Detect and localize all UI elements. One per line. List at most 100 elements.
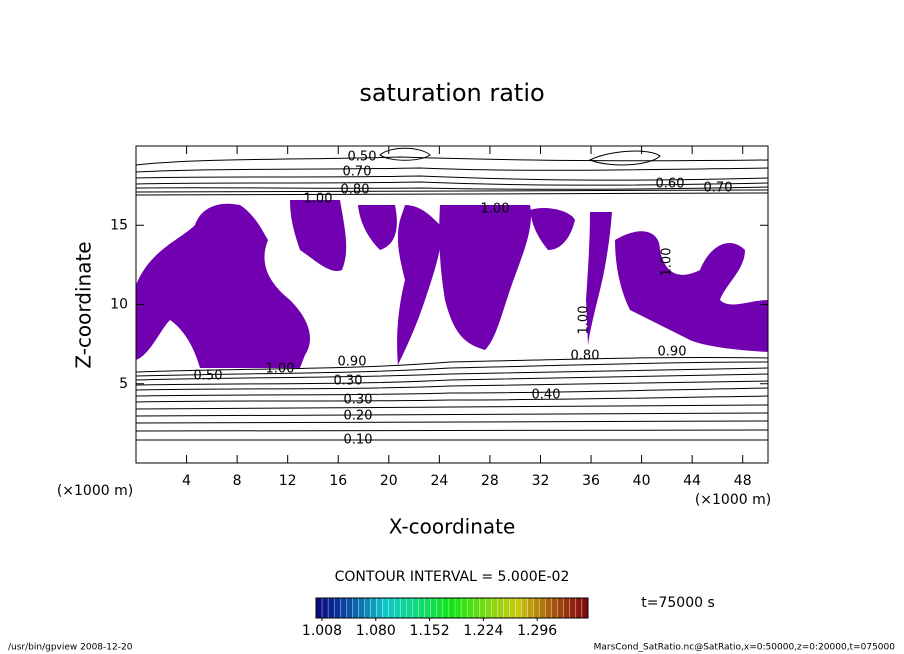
colorbar-cell: [466, 597, 474, 619]
colorbar-cell: [346, 597, 353, 619]
colorbar-cell: [545, 597, 552, 619]
x-unit: (×1000 m): [695, 492, 771, 508]
colorbar-cell: [563, 597, 571, 619]
x-tick-label: 44: [683, 473, 701, 489]
x-axis-label: X-coordinate: [389, 515, 516, 539]
colorbar-tick-label: 1.152: [410, 623, 450, 639]
contour-label: 1.00: [481, 202, 510, 217]
colorbar-cell: [527, 597, 534, 619]
colorbar-tick-label: 1.296: [517, 623, 557, 639]
x-tick-label: 28: [481, 473, 499, 489]
y-axis-label: Z-coordinate: [72, 241, 96, 368]
contour-label: 1.00: [266, 362, 295, 377]
colorbar-cell: [400, 597, 407, 619]
contour-label: 0.80: [341, 183, 370, 198]
colorbar-cell: [340, 597, 347, 619]
colorbar-cell: [364, 597, 371, 619]
x-tick-label: 12: [279, 473, 297, 489]
x-tick-label: 16: [329, 473, 347, 489]
colorbar-cell: [430, 597, 438, 619]
colorbar-cell: [491, 597, 498, 619]
colorbar-tick-label: 1.224: [463, 623, 503, 639]
supersaturated-regions: [136, 200, 768, 368]
contour-label: 0.70: [343, 165, 372, 180]
y-tick-label: 15: [110, 217, 128, 233]
colorbar-cell: [497, 597, 504, 619]
colorbar-cell: [521, 597, 528, 619]
colorbar-cell: [503, 597, 510, 619]
y-unit: (×1000 m): [57, 483, 133, 499]
colorbar-cell: [557, 597, 564, 619]
x-tick-label: 48: [734, 473, 752, 489]
colorbar-cell: [424, 597, 431, 619]
contour-label: 0.80: [571, 349, 600, 364]
colorbar-cell: [370, 597, 377, 619]
colorbar-cell: [321, 597, 329, 619]
colorbar-cell: [418, 597, 425, 619]
contour-interval: CONTOUR INTERVAL = 5.000E-02: [335, 569, 570, 585]
colorbar-cell: [569, 597, 577, 619]
colorbar-cell: [436, 597, 444, 619]
colorbar-cell: [406, 597, 413, 619]
region: [397, 205, 442, 365]
contour-label: 0.40: [532, 388, 561, 403]
contour-label: 0.30: [344, 393, 373, 408]
x-tick-label: 8: [233, 473, 242, 489]
plot-area: 0.500.700.801.000.60 0.701.000.50 1.00 0.90…: [135, 145, 769, 464]
colorbar-cell: [509, 597, 516, 619]
region: [615, 231, 768, 352]
contour-lines: [135, 147, 769, 441]
footer-left: /usr/bin/gpview 2008-12-20: [8, 643, 133, 653]
contour-labels: 0.500.700.801.000.60 0.701.000.50 1.00 0.90…: [194, 150, 733, 448]
contour-label: 0.10: [344, 433, 373, 448]
region: [358, 205, 397, 250]
colorbar-cell: [394, 597, 401, 619]
contour-label: 1.00: [577, 306, 592, 335]
colorbar-cell: [575, 597, 583, 619]
region: [530, 208, 575, 250]
contour-label: 0.60: [656, 177, 685, 192]
region: [290, 200, 347, 271]
x-tick-label: 40: [633, 473, 651, 489]
colorbar-cell: [412, 597, 419, 619]
colorbar-cell: [358, 597, 365, 619]
region: [136, 203, 310, 368]
time-label: t=75000 s: [641, 595, 715, 611]
region: [439, 205, 531, 350]
x-tick-label: 20: [380, 473, 398, 489]
region: [586, 212, 612, 345]
contour-label: 0.90: [338, 355, 367, 370]
x-tick-label: 32: [532, 473, 550, 489]
colorbar-cell: [327, 597, 335, 619]
colorbar-cell: [448, 597, 456, 619]
colorbar-cell: [442, 597, 450, 619]
chart-title: saturation ratio: [359, 79, 544, 107]
colorbar: 1.008 1.080 1.152 1.224 1.296: [302, 597, 589, 639]
colorbar-cell: [515, 597, 522, 619]
y-tick-label: 10: [110, 297, 128, 313]
colorbar-cell: [539, 597, 546, 619]
colorbar-cell: [473, 597, 480, 619]
colorbar-tick-label: 1.080: [356, 623, 396, 639]
colorbar-tick-label: 1.008: [302, 623, 342, 639]
contour-label: 0.50: [194, 369, 223, 384]
colorbar-cell: [333, 597, 341, 619]
contour-label: 1.00: [304, 192, 333, 207]
colorbar-cell: [352, 597, 359, 619]
colorbar-frame: [315, 597, 589, 619]
contour-label: 0.50: [348, 150, 377, 165]
colorbar-cell: [551, 597, 558, 619]
colorbar-cell: [533, 597, 540, 619]
y-tick-label: 5: [119, 376, 128, 392]
x-tick-label: 4: [182, 473, 191, 489]
x-tick-label: 24: [430, 473, 448, 489]
colorbar-cell: [388, 597, 395, 619]
footer-right: MarsCond_SatRatio.nc@SatRatio,x=0:50000,…: [594, 643, 896, 653]
colorbar-cell: [581, 597, 589, 619]
contour-label: 0.20: [344, 409, 373, 424]
colorbar-cell: [454, 597, 462, 619]
colorbar-cell: [460, 597, 468, 619]
contour-label: 0.70: [704, 181, 733, 196]
x-tick-label: 36: [582, 473, 600, 489]
